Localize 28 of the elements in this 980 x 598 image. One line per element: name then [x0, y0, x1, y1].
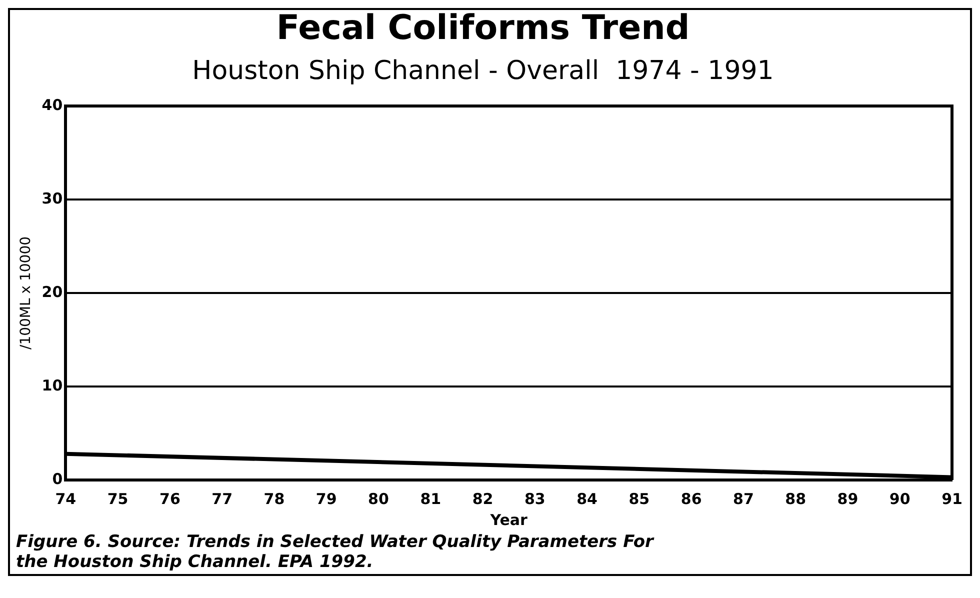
x-tick-label: 75: [107, 490, 128, 508]
x-tick-label: 79: [316, 490, 337, 508]
x-tick-label: 89: [837, 490, 858, 508]
x-tick-label: 77: [212, 490, 233, 508]
y-tick-label: 40: [42, 96, 63, 114]
x-tick-label: 91: [942, 490, 962, 508]
y-tick-label: 20: [42, 282, 63, 301]
x-tick-label: 81: [420, 490, 442, 508]
y-tick-label: 30: [42, 189, 63, 208]
x-tick-label: 76: [160, 490, 180, 508]
x-tick-label: 78: [264, 490, 285, 508]
y-tick-label: 0: [52, 470, 63, 488]
x-tick-label: 84: [576, 490, 598, 508]
y-tick-label: 10: [42, 376, 63, 394]
y-axis-title: /100ML x 10000: [18, 236, 34, 350]
x-tick-label: 83: [524, 490, 546, 508]
x-tick-label: 88: [785, 490, 806, 508]
x-axis-title: Year: [489, 510, 528, 529]
x-tick-label: 86: [680, 490, 702, 508]
x-tick-label: 87: [733, 490, 754, 508]
x-tick-label: 85: [628, 490, 650, 508]
x-tick-label: 82: [472, 490, 494, 508]
chart-subtitle: Houston Ship Channel - Overall 1974 - 1991: [192, 56, 774, 86]
x-tick-label: 90: [889, 490, 910, 508]
x-tick-label: 74: [55, 490, 76, 508]
caption: Figure 6. Source: Trends in Selected Water Quality Parameters For the Houston Ship Channel. EPA 1992.: [15, 531, 656, 574]
x-tick-label: 80: [368, 490, 389, 508]
chart-title: Fecal Coliforms Trend: [276, 8, 690, 48]
